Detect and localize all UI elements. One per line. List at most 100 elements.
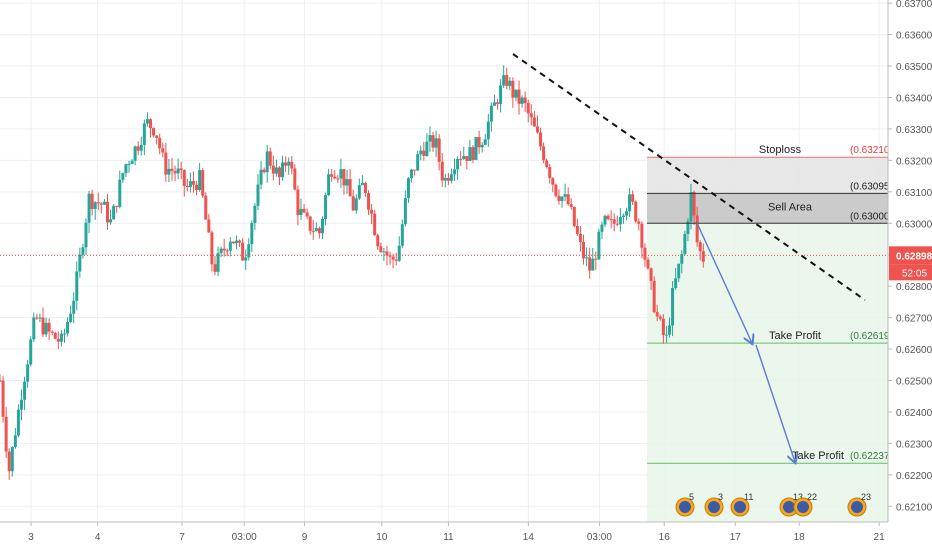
candle-body <box>133 146 137 161</box>
candle-body <box>0 380 2 382</box>
candle <box>241 238 245 261</box>
candle-body <box>311 230 315 232</box>
candle-body <box>535 126 539 133</box>
candle <box>330 168 334 182</box>
candle-body <box>164 152 168 175</box>
trade-zones <box>647 157 888 522</box>
candle-body <box>259 169 263 185</box>
candle-body <box>545 160 549 167</box>
candle <box>591 247 595 271</box>
candle <box>701 243 705 268</box>
candle <box>317 226 321 239</box>
candle-body <box>121 173 125 180</box>
candle <box>53 331 57 340</box>
projection-arrow-2[interactable] <box>755 344 795 462</box>
x-tick-label: 18 <box>794 532 806 543</box>
event-count: 3 <box>718 492 723 502</box>
candle <box>219 246 223 257</box>
candle <box>222 238 226 257</box>
candle-body <box>145 119 149 124</box>
candle-body <box>198 170 202 190</box>
candle <box>62 328 66 343</box>
event-badge[interactable]: 5 <box>675 492 695 517</box>
candle-body <box>219 248 223 254</box>
event-badge[interactable]: 13 <box>779 492 803 517</box>
candle-body <box>606 215 610 220</box>
candle <box>96 192 100 210</box>
candle-body <box>179 168 183 171</box>
candle-body <box>370 209 374 214</box>
take-profit-1-label: Take Profit <box>769 330 821 342</box>
candle <box>10 446 14 477</box>
candle <box>459 150 463 166</box>
candle <box>262 167 266 174</box>
event-badge[interactable]: 11 <box>730 492 753 517</box>
candle-body <box>44 322 48 335</box>
flag-inner-icon <box>708 501 720 513</box>
candle-body <box>84 222 88 248</box>
candle <box>400 219 404 249</box>
candle-body <box>514 89 518 98</box>
candle-body <box>290 161 294 169</box>
candle <box>548 163 552 184</box>
candle <box>554 183 558 198</box>
candle <box>185 178 189 192</box>
candle <box>468 139 472 162</box>
candle-body <box>105 201 109 223</box>
candle <box>440 153 444 187</box>
x-tick-label: 10 <box>376 532 388 543</box>
candle-body <box>496 102 500 104</box>
x-tick-label: 16 <box>659 532 671 543</box>
candle-body <box>29 339 33 365</box>
candle <box>256 174 260 210</box>
candle <box>213 256 217 276</box>
candle <box>327 168 331 197</box>
candle <box>535 115 539 134</box>
candle-body <box>75 271 79 301</box>
candle-body <box>520 97 524 104</box>
candle <box>299 198 303 221</box>
candle <box>664 325 668 343</box>
candle <box>133 145 137 166</box>
candle-body <box>689 192 693 222</box>
candle-body <box>78 254 82 272</box>
candle-body <box>93 202 97 209</box>
event-badge[interactable]: 23 <box>847 492 871 517</box>
candle-body <box>32 317 36 340</box>
candle-body <box>299 208 303 216</box>
candle <box>594 251 598 271</box>
candle <box>195 180 199 196</box>
candle-body <box>468 147 472 161</box>
trend-line[interactable] <box>512 53 866 301</box>
candle-body <box>302 208 306 213</box>
candle-body <box>228 241 232 251</box>
event-badge[interactable]: 3 <box>704 492 724 517</box>
candle <box>238 239 242 248</box>
event-badge[interactable]: 22 <box>793 492 817 517</box>
candle-body <box>661 318 665 336</box>
x-tick-label: 17 <box>730 532 742 543</box>
candle <box>671 280 675 337</box>
candle <box>496 98 500 110</box>
candle <box>612 213 616 232</box>
candle <box>572 206 576 228</box>
projection-arrow-1[interactable] <box>696 222 752 343</box>
candle-body <box>23 381 27 400</box>
candle-body <box>213 264 217 272</box>
candle <box>16 404 20 438</box>
candle <box>560 195 564 208</box>
y-tick-label: 0.62200 <box>896 471 932 482</box>
candle <box>167 158 171 183</box>
candle-body <box>363 182 367 194</box>
candle <box>13 428 17 449</box>
candle-body <box>443 177 447 181</box>
y-tick-label: 0.62100 <box>896 502 932 513</box>
candle <box>336 175 340 184</box>
candle <box>23 376 27 411</box>
y-tick-label: 0.62400 <box>896 408 932 419</box>
candle <box>305 208 309 220</box>
candle <box>7 448 11 480</box>
candle <box>44 317 48 337</box>
